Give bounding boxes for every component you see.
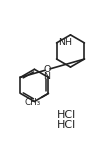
Text: CH₃: CH₃ bbox=[25, 98, 41, 107]
Text: HCl: HCl bbox=[57, 110, 76, 120]
Text: HCl: HCl bbox=[57, 120, 76, 130]
Text: N: N bbox=[43, 72, 50, 81]
Text: NH: NH bbox=[58, 37, 72, 47]
Text: O: O bbox=[44, 65, 51, 74]
